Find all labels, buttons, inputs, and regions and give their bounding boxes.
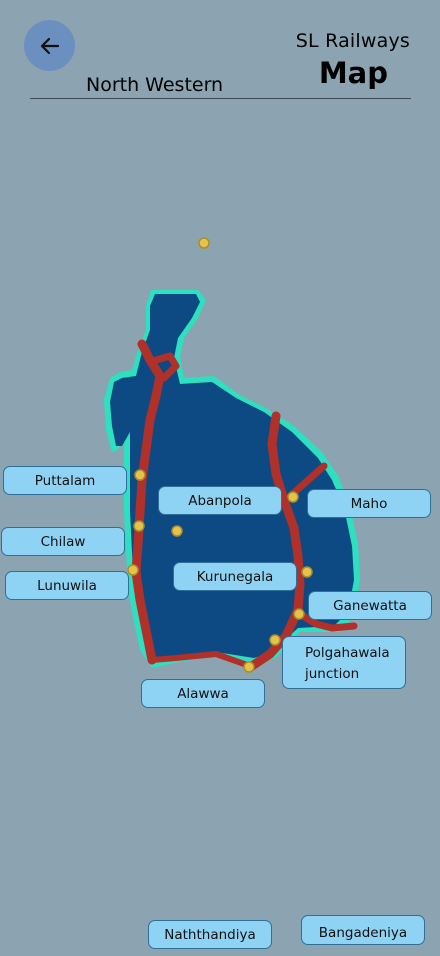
railway-alawwa-branch xyxy=(152,352,180,382)
station-label-ganewatta[interactable]: Ganewatta xyxy=(308,591,432,620)
station-dot-lunuwila xyxy=(127,564,139,576)
station-label-alawwa[interactable]: Alawwa xyxy=(141,679,265,708)
station-dot-polgahawala xyxy=(269,634,281,646)
station-label-polgahawala[interactable]: Polgahawala junction xyxy=(282,636,406,689)
station-dot-maho xyxy=(287,491,299,503)
station-dot-kurunegala xyxy=(301,566,313,578)
station-label-chilaw[interactable]: Chilaw xyxy=(1,527,125,556)
railway-lower-link xyxy=(149,651,253,669)
station-dot-offshore xyxy=(198,237,210,249)
station-label-naththandiya[interactable]: Naththandiya xyxy=(148,920,272,949)
header-divider xyxy=(30,98,411,99)
station-label-kurunegala[interactable]: Kurunegala xyxy=(173,562,297,591)
railway-northern-line xyxy=(247,411,305,671)
back-button[interactable] xyxy=(24,20,75,71)
province-name: North Western xyxy=(86,74,224,96)
station-label-abanpola[interactable]: Abanpola xyxy=(158,486,282,515)
station-dot-puttalam xyxy=(134,469,146,481)
app-title: SL Railways xyxy=(295,30,410,52)
station-label-lunuwila[interactable]: Lunuwila xyxy=(5,571,129,600)
station-dot-ganewatta xyxy=(293,608,305,620)
station-dot-abanpola xyxy=(171,525,183,537)
station-dot-chilaw xyxy=(133,520,145,532)
arrow-left-icon xyxy=(40,37,59,54)
station-dot-alawwa xyxy=(243,661,255,673)
station-dots xyxy=(127,237,313,673)
station-label-bangadeniya[interactable]: Bangadeniya xyxy=(301,915,425,945)
station-label-maho[interactable]: Maho xyxy=(307,489,431,518)
page-title: Map xyxy=(318,56,388,90)
railway-main-line xyxy=(296,610,358,632)
station-label-puttalam[interactable]: Puttalam xyxy=(3,466,127,495)
